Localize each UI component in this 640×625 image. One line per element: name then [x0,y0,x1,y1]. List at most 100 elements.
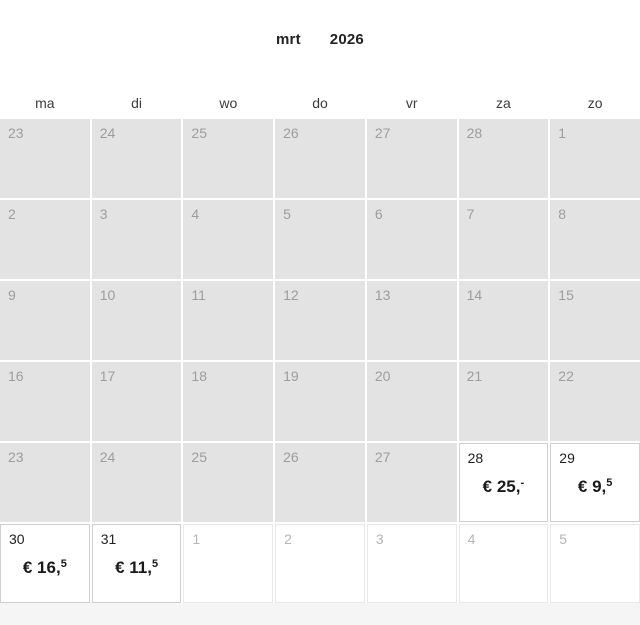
day-cell-12: 7 [458,200,549,279]
day-cell-25: 20 [366,362,457,441]
day-price: € 11,5 [101,558,173,578]
price-main: € 9, [577,477,607,496]
price-main: € 16, [22,558,61,577]
month-label: mrt [276,31,301,48]
day-cell-8: 3 [91,200,182,279]
weekday-di: di [131,95,143,111]
day-number: 25 [191,125,207,141]
weekday-zo: zo [587,95,603,111]
day-number: 10 [99,287,116,303]
weekday-do: do [312,95,328,111]
day-cell-17: 12 [275,281,365,360]
day-number: 17 [99,368,116,384]
calendar-grid: 23 24 25 26 27 28 1 2 3 4 5 6 7 8 [0,119,640,603]
day-number: 18 [191,368,207,384]
day-number: 23 [8,449,24,465]
day-number: 9 [8,287,16,303]
day-number: 13 [374,287,391,303]
price-superscript: - [520,477,525,490]
price-superscript: 5 [606,477,613,490]
day-price: € 9,5 [559,477,631,497]
price-superscript: 5 [60,558,67,571]
day-number: 1 [558,125,567,141]
price-main: € 11, [115,558,152,577]
day-number: 3 [375,531,384,547]
day-cell-9: 4 [183,200,274,279]
day-number: 16 [8,368,24,384]
day-cell-38: 2 [275,524,365,603]
day-cell-36[interactable]: 31 € 11,5 [91,524,182,603]
day-cell-21: 16 [0,362,90,441]
day-cell-30: 25 [183,443,274,522]
day-number: 3 [99,206,108,222]
day-number: 2 [284,531,292,547]
day-cell-13: 8 [550,200,640,279]
weekday-wo: wo [219,95,238,111]
weekday-za: za [496,95,511,111]
weekday-header-row: ma di wo do vr za zo [0,95,640,111]
day-number: 28 [466,125,483,141]
day-number: 30 [9,531,25,547]
day-number: 28 [467,450,484,466]
price-superscript: 5 [151,558,159,571]
day-cell-11: 6 [366,200,457,279]
day-cell-20: 15 [550,281,640,360]
day-cell-14: 9 [0,281,90,360]
day-cell-33[interactable]: 28 € 25,- [458,443,549,522]
day-number: 22 [558,368,574,384]
day-cell-19: 14 [458,281,549,360]
day-number: 1 [192,531,201,547]
day-number: 21 [466,368,483,384]
day-cell-26: 21 [458,362,549,441]
weekday-ma: ma [35,95,55,111]
day-cell-10: 5 [275,200,365,279]
day-cell-4: 27 [366,119,457,198]
day-number: 20 [374,368,391,384]
weekday-vr: vr [405,95,418,111]
day-cell-39: 3 [366,524,457,603]
day-cell-16: 11 [183,281,274,360]
day-cell-27: 22 [550,362,640,441]
year-label: 2026 [329,31,364,48]
price-main: € 25, [482,477,521,496]
day-cell-35[interactable]: 30 € 16,5 [0,524,90,603]
day-cell-3: 26 [275,119,365,198]
day-cell-32: 27 [366,443,457,522]
day-number: 23 [8,125,24,141]
calendar-header: mrt 2026 [0,0,640,48]
day-number: 24 [99,125,116,141]
day-cell-22: 17 [91,362,182,441]
day-price: € 25,- [468,477,540,497]
day-cell-0: 23 [0,119,90,198]
day-cell-18: 13 [366,281,457,360]
day-number: 19 [283,368,299,384]
day-cell-5: 28 [458,119,549,198]
day-cell-6: 1 [550,119,640,198]
day-price: € 16,5 [9,558,81,578]
day-cell-24: 19 [275,362,365,441]
day-number: 24 [99,449,116,465]
day-cell-34[interactable]: 29 € 9,5 [550,443,640,522]
day-cell-2: 25 [183,119,274,198]
day-number: 27 [374,449,391,465]
day-cell-28: 23 [0,443,90,522]
day-number: 26 [283,125,299,141]
day-cell-23: 18 [183,362,274,441]
day-cell-41: 5 [550,524,640,603]
day-cell-15: 10 [91,281,182,360]
day-cell-31: 26 [275,443,365,522]
day-number: 26 [283,449,299,465]
day-number: 4 [191,206,200,222]
day-number: 25 [191,449,207,465]
day-number: 2 [8,206,16,222]
day-number: 8 [558,206,567,222]
day-cell-1: 24 [91,119,182,198]
day-number: 7 [466,206,475,222]
day-number: 6 [374,206,383,222]
day-number: 29 [559,450,575,466]
day-number: 11 [191,287,206,303]
day-number: 27 [374,125,391,141]
day-cell-29: 24 [91,443,182,522]
day-number: 14 [466,287,483,303]
